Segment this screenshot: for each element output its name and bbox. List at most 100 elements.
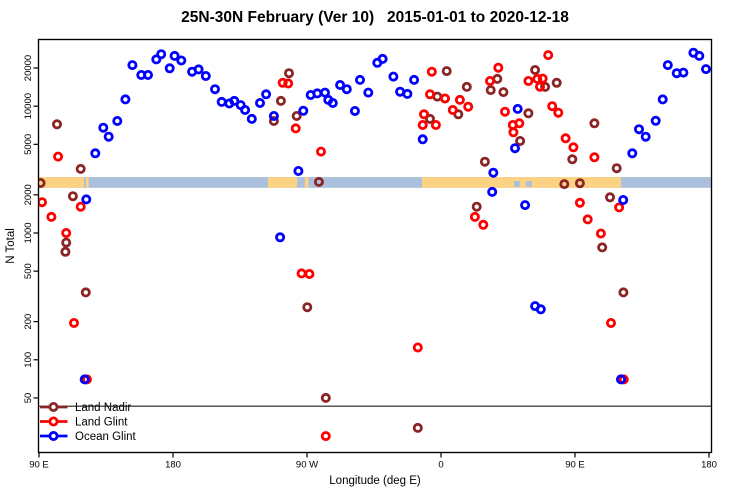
data-point — [156, 49, 167, 60]
data-point — [275, 232, 286, 243]
data-point — [461, 81, 472, 92]
data-point — [640, 131, 651, 142]
data-point — [618, 287, 629, 298]
data-point — [589, 152, 600, 163]
data-point — [568, 142, 579, 153]
data-point — [426, 66, 437, 77]
data-point — [268, 111, 279, 122]
data-point — [535, 304, 546, 315]
data-point — [363, 87, 374, 98]
x-tick-label: 90 E — [565, 460, 585, 471]
y-axis-label: N Total — [5, 228, 17, 264]
x-tick-label: 90 W — [296, 460, 318, 471]
data-point — [112, 116, 123, 127]
data-point — [38, 178, 46, 188]
data-point — [75, 201, 86, 212]
data-point — [498, 87, 509, 98]
data-point — [52, 119, 63, 130]
data-point — [402, 88, 413, 99]
data-point — [589, 118, 600, 129]
data-point — [75, 163, 86, 174]
data-point — [90, 148, 101, 159]
data-point — [120, 94, 131, 105]
data-point — [424, 113, 435, 124]
x-tick-label: 0 — [438, 460, 443, 471]
y-axis: 50 100 200 500 1000 2000 5000 10000 20000 — [23, 55, 39, 403]
band-land-segment — [421, 177, 622, 188]
y-tick-label: 500 — [23, 263, 34, 279]
data-point — [574, 178, 585, 189]
data-point — [298, 105, 309, 116]
band-ocean-patch — [513, 181, 520, 187]
data-point — [650, 115, 661, 126]
data-point — [81, 194, 92, 205]
data-point — [293, 165, 304, 176]
data-point — [69, 317, 80, 328]
data-point — [479, 156, 490, 167]
y-tick-label: 50 — [23, 393, 34, 404]
x-axis-label: Longitude (deg E) — [329, 475, 421, 487]
data-point — [543, 50, 554, 61]
data-point — [499, 106, 510, 117]
data-point — [302, 302, 313, 313]
data-point — [439, 93, 450, 104]
data-point — [193, 64, 204, 75]
data-point — [447, 105, 458, 116]
data-point — [657, 94, 668, 105]
data-point — [412, 342, 423, 353]
band-land-segment — [85, 177, 89, 188]
data-point — [523, 76, 534, 87]
data-point — [551, 77, 562, 88]
data-point — [485, 85, 496, 96]
data-point — [200, 71, 211, 82]
data-point — [454, 94, 465, 105]
data-point — [354, 74, 365, 85]
plot-border — [37, 38, 713, 454]
legend: Land Nadir Land Glint Ocean Glint — [40, 401, 137, 443]
data-point — [618, 194, 629, 205]
data-point — [209, 84, 220, 95]
legend-marker — [48, 430, 59, 441]
data-point — [430, 120, 441, 131]
data-point — [582, 214, 593, 225]
series-land-glint — [38, 50, 629, 442]
map-band — [38, 177, 712, 188]
data-point — [514, 118, 525, 129]
data-point — [471, 201, 482, 212]
data-point — [61, 227, 72, 238]
data-point — [515, 135, 526, 146]
data-point — [520, 200, 531, 211]
plot-border-overlay — [37, 38, 713, 454]
data-point — [417, 120, 428, 131]
data-point — [701, 64, 712, 75]
data-point — [261, 89, 272, 100]
data-point — [315, 146, 326, 157]
data-point — [484, 76, 495, 87]
data-point — [678, 67, 689, 78]
data-point — [606, 317, 617, 328]
legend-label: Land Glint — [75, 417, 128, 429]
data-point — [614, 202, 625, 213]
data-point — [53, 151, 64, 162]
data-point — [164, 63, 175, 74]
legend-label: Ocean Glint — [75, 431, 137, 443]
data-point — [349, 106, 360, 117]
data-point — [283, 68, 294, 79]
legend-marker — [48, 416, 59, 427]
data-point — [169, 50, 180, 61]
data-point — [463, 101, 474, 112]
data-point — [67, 191, 78, 202]
data-point — [605, 192, 616, 203]
data-point — [151, 54, 162, 65]
data-point — [335, 80, 346, 91]
legend-item: Land Glint — [40, 416, 128, 429]
chart-title: 25N-30N February (Ver 10) 2015-01-01 to … — [181, 9, 569, 26]
data-point — [537, 73, 548, 84]
data-point — [320, 392, 331, 403]
series-land-nadir — [38, 65, 629, 433]
data-point — [523, 108, 534, 119]
data-point — [508, 127, 519, 138]
y-tick-label: 1000 — [23, 222, 34, 243]
data-point — [424, 89, 435, 100]
